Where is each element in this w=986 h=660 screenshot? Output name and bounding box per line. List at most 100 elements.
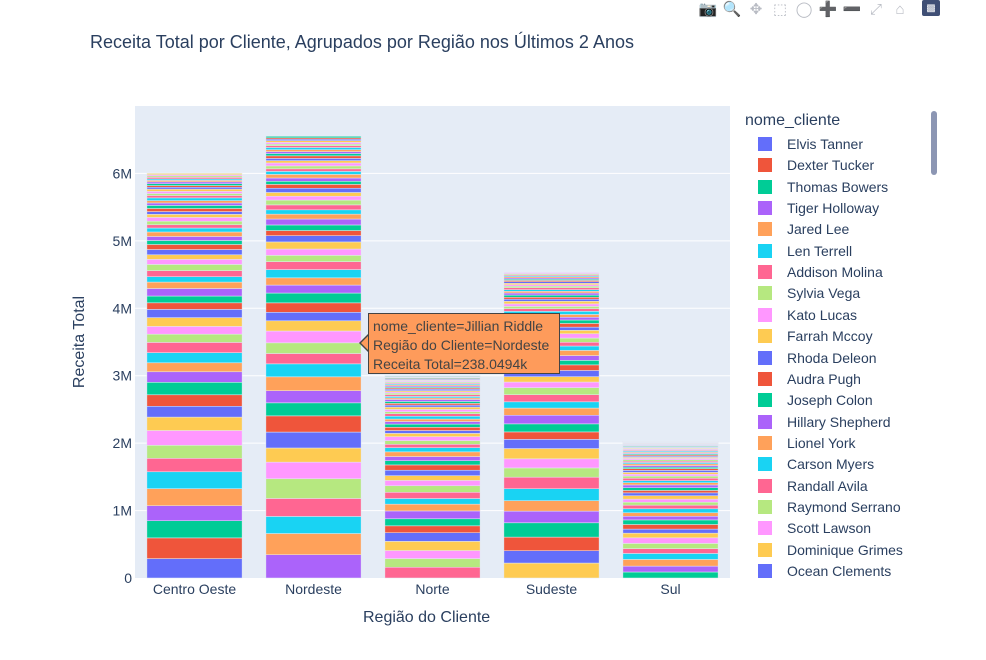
- bar-segment[interactable]: [265, 269, 362, 279]
- bar-segment[interactable]: [265, 192, 362, 197]
- bar-segment[interactable]: [384, 404, 481, 408]
- bar-segment[interactable]: [146, 371, 243, 383]
- bar-segment[interactable]: [384, 498, 481, 505]
- bar-segment[interactable]: [146, 537, 243, 559]
- bar-segment[interactable]: [146, 231, 243, 237]
- legend-item[interactable]: Raymond Serrano: [758, 498, 901, 516]
- bar-segment[interactable]: [622, 475, 719, 479]
- bar-segment[interactable]: [622, 468, 719, 471]
- legend-item[interactable]: Ocean Clements: [758, 562, 891, 580]
- bar-segment[interactable]: [384, 510, 481, 520]
- bar-segment[interactable]: [384, 413, 481, 417]
- bar-segment[interactable]: [622, 528, 719, 534]
- bar-segment[interactable]: [503, 394, 600, 403]
- bar-segment[interactable]: [146, 193, 243, 196]
- bar-segment[interactable]: [265, 213, 362, 220]
- bar-segment[interactable]: [384, 433, 481, 437]
- bar-segment[interactable]: [265, 145, 362, 148]
- legend-item[interactable]: Thomas Bowers: [758, 178, 888, 196]
- bar-segment[interactable]: [503, 291, 600, 294]
- bar-segment[interactable]: [622, 473, 719, 477]
- legend-item[interactable]: Carson Myers: [758, 455, 874, 473]
- bar-segment[interactable]: [503, 562, 600, 579]
- bar-segment[interactable]: [384, 415, 481, 420]
- bar-segment[interactable]: [265, 292, 362, 304]
- legend-item[interactable]: Rhoda Deleon: [758, 349, 877, 367]
- bar-segment[interactable]: [384, 464, 481, 471]
- bar-segment[interactable]: [146, 270, 243, 277]
- bar-segment[interactable]: [265, 516, 362, 534]
- bar-segment[interactable]: [384, 558, 481, 568]
- bar-segment[interactable]: [622, 472, 719, 475]
- bar-segment[interactable]: [384, 427, 481, 431]
- bar-segment[interactable]: [265, 248, 362, 256]
- bar-segment[interactable]: [146, 186, 243, 190]
- bar-segment[interactable]: [265, 174, 362, 179]
- bar-segment[interactable]: [384, 403, 481, 406]
- bar-segment[interactable]: [384, 440, 481, 445]
- bar-segment[interactable]: [503, 458, 600, 469]
- legend-scrollbar[interactable]: [931, 111, 937, 175]
- bar-segment[interactable]: [146, 488, 243, 506]
- bar-segment[interactable]: [503, 476, 600, 489]
- bar-segment[interactable]: [146, 249, 243, 256]
- legend-item[interactable]: Elvis Tanner: [758, 135, 863, 153]
- bar-segment[interactable]: [265, 181, 362, 185]
- bar-segment[interactable]: [503, 407, 600, 416]
- bar-segment[interactable]: [265, 177, 362, 182]
- plotly-logo-icon[interactable]: ▩: [922, 0, 940, 16]
- bar-segment[interactable]: [146, 197, 243, 201]
- bar-segment[interactable]: [384, 394, 481, 397]
- bar-segment[interactable]: [146, 342, 243, 353]
- bar-segment[interactable]: [146, 205, 243, 209]
- bar-segment[interactable]: [265, 195, 362, 201]
- bar-segment[interactable]: [146, 416, 243, 431]
- autoscale-icon[interactable]: ⤢: [869, 0, 882, 18]
- bar-segment[interactable]: [265, 140, 362, 143]
- bar-segment[interactable]: [265, 147, 362, 150]
- bar-segment[interactable]: [146, 188, 243, 192]
- bar-segment[interactable]: [622, 484, 719, 488]
- bar-segment[interactable]: [384, 399, 481, 402]
- bar-segment[interactable]: [146, 195, 243, 199]
- bar-segment[interactable]: [265, 376, 362, 391]
- legend-item[interactable]: Randall Avila: [758, 477, 868, 495]
- bar-segment[interactable]: [503, 414, 600, 425]
- bar-segment[interactable]: [503, 500, 600, 512]
- bar-segment[interactable]: [384, 525, 481, 533]
- bar-segment[interactable]: [265, 149, 362, 152]
- bar-segment[interactable]: [503, 550, 600, 564]
- bar-segment[interactable]: [622, 543, 719, 549]
- legend-item[interactable]: Scott Lawson: [758, 519, 871, 537]
- bar-segment[interactable]: [503, 292, 600, 296]
- bar-segment[interactable]: [384, 485, 481, 493]
- bar-segment[interactable]: [146, 445, 243, 459]
- bar-segment[interactable]: [146, 394, 243, 407]
- bar-segment[interactable]: [384, 409, 481, 412]
- bar-segment[interactable]: [503, 488, 600, 501]
- bar-segment[interactable]: [146, 181, 243, 184]
- bar-segment[interactable]: [146, 362, 243, 373]
- bar-segment[interactable]: [384, 423, 481, 428]
- zoom-out-icon[interactable]: ➖: [842, 1, 862, 18]
- bar-segment[interactable]: [384, 460, 481, 466]
- bar-segment[interactable]: [146, 520, 243, 539]
- bar-segment[interactable]: [622, 516, 719, 521]
- bar-segment[interactable]: [622, 565, 719, 573]
- bar-segment[interactable]: [265, 184, 362, 189]
- legend-item[interactable]: Jared Lee: [758, 220, 849, 238]
- bar-segment[interactable]: [146, 352, 243, 364]
- bar-segment[interactable]: [622, 532, 719, 539]
- bar-segment[interactable]: [622, 504, 719, 510]
- bar-segment[interactable]: [265, 171, 362, 175]
- bar-segment[interactable]: [622, 553, 719, 560]
- bar-segment[interactable]: [146, 208, 243, 212]
- bar-segment[interactable]: [503, 448, 600, 460]
- bar-segment[interactable]: [265, 390, 362, 404]
- bar-segment[interactable]: [622, 524, 719, 530]
- zoom-icon[interactable]: 🔍: [722, 1, 742, 18]
- bar-segment[interactable]: [265, 218, 362, 226]
- bar-segment[interactable]: [265, 302, 362, 313]
- bar-segment[interactable]: [503, 467, 600, 478]
- bar-segment[interactable]: [384, 411, 481, 414]
